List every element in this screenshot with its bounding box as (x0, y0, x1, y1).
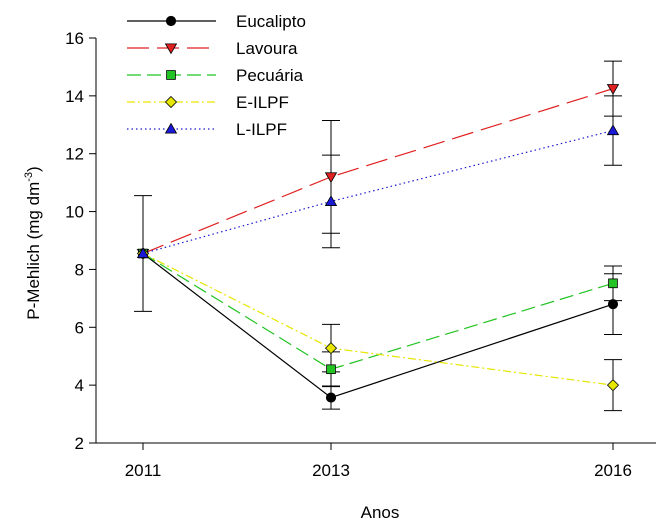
y-tick-label: 8 (75, 260, 84, 279)
y-tick-label: 12 (65, 145, 84, 164)
y-tick-label: 4 (75, 376, 84, 395)
x-tick-label: 2011 (125, 461, 162, 480)
data-point (164, 122, 178, 134)
axes: 2 4 6 8 10 12 14 16 2011 2013 2016 (65, 29, 656, 480)
error-bars (134, 60, 622, 412)
y-axis-label-main: P-Mehlich (mg dm (24, 182, 43, 320)
y-tick-label: 16 (65, 29, 84, 48)
data-point (606, 124, 620, 136)
legend-label: E-ILPF (236, 93, 289, 112)
series-line (142, 129, 614, 255)
data-point (326, 364, 336, 375)
y-tick-label: 14 (65, 87, 84, 106)
y-tick-label: 2 (75, 434, 84, 453)
y-tick-label: 6 (75, 318, 84, 337)
data-point (136, 247, 150, 259)
legend-label: Lavoura (236, 39, 298, 58)
data-point (324, 195, 338, 206)
series-line (142, 252, 614, 386)
data-point (325, 392, 337, 403)
data-point (324, 342, 338, 355)
y-tick-label: 10 (65, 203, 84, 222)
data-point (165, 15, 177, 27)
data-point (164, 43, 178, 55)
y-axis-label: P-Mehlich (mg dm-3) (23, 166, 43, 319)
series-lines (142, 88, 614, 399)
x-tick-label: 2013 (312, 461, 350, 480)
legend-label: L-ILPF (236, 120, 287, 139)
data-point (166, 70, 176, 80)
data-point (164, 95, 178, 109)
series-line (142, 88, 614, 255)
series-line (142, 253, 614, 370)
data-point (324, 172, 338, 184)
y-axis-label-sup: -3 (23, 172, 35, 182)
legend-label: Pecuária (236, 66, 304, 85)
legend: Eucalipto Lavoura Pecuária E-ILPF L-ILPF (127, 12, 306, 139)
x-axis-label: Anos (361, 503, 400, 522)
data-point (607, 299, 619, 310)
x-tick-label: 2016 (594, 461, 632, 480)
data-point (606, 84, 620, 95)
y-axis-label-close: ) (24, 166, 43, 172)
series-markers (136, 84, 620, 403)
legend-label: Eucalipto (236, 12, 306, 31)
data-point (608, 278, 618, 289)
data-point (606, 379, 620, 392)
